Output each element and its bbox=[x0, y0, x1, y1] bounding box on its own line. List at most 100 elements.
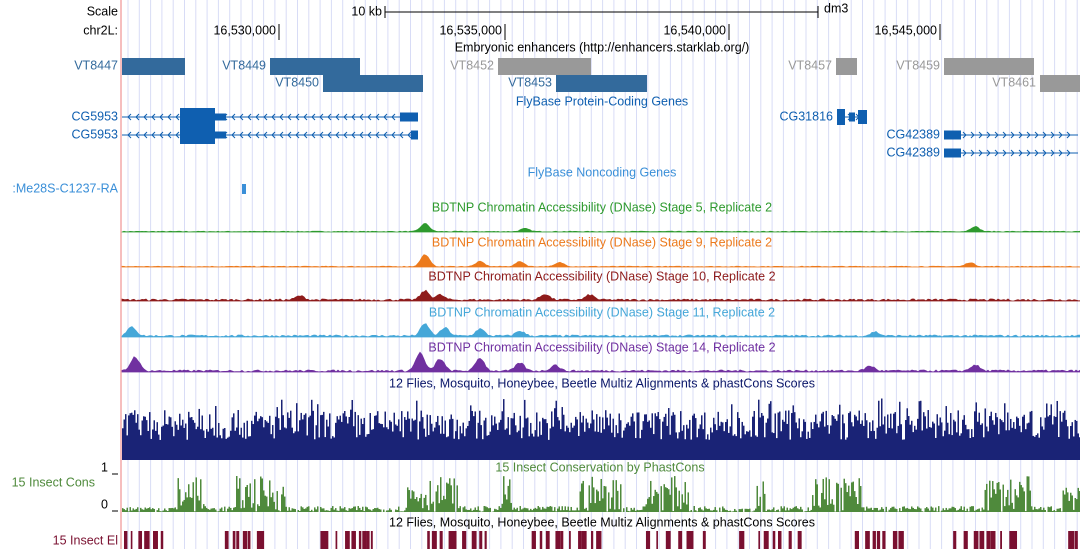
conservation-bar bbox=[518, 430, 520, 460]
phastcons-bar bbox=[678, 490, 680, 512]
conservation-bar bbox=[452, 418, 454, 460]
conservation-bar bbox=[332, 436, 334, 460]
conservation-bar bbox=[573, 425, 575, 460]
phastcons-bar bbox=[447, 483, 449, 512]
element bbox=[665, 531, 671, 549]
phastcons-bar bbox=[833, 504, 835, 512]
phastcons-bar bbox=[399, 511, 401, 512]
strand-arrow bbox=[255, 131, 260, 139]
conservation-bar bbox=[758, 399, 760, 460]
phastcons-bar bbox=[1028, 476, 1030, 512]
conservation-bar bbox=[552, 426, 554, 460]
conservation-bar bbox=[905, 420, 907, 460]
strand-arrow bbox=[1002, 149, 1007, 157]
conservation-bar bbox=[414, 419, 416, 460]
phastcons-bar bbox=[362, 506, 364, 512]
conservation-bar bbox=[875, 438, 877, 460]
position-label: 16,545,000 bbox=[874, 23, 937, 37]
phastcons-bar bbox=[633, 507, 635, 512]
phastcons-bar bbox=[785, 510, 787, 512]
conservation-bar bbox=[440, 433, 442, 460]
conservation-bar bbox=[774, 413, 776, 460]
phastcons-bar bbox=[603, 485, 605, 512]
element bbox=[362, 531, 367, 549]
phastcons-bar bbox=[801, 509, 803, 512]
phastcons-bar bbox=[219, 508, 221, 512]
conservation-bar bbox=[213, 435, 215, 460]
conservation-bar bbox=[684, 439, 686, 460]
conservation-bar bbox=[428, 435, 430, 460]
phastcons-bar bbox=[945, 507, 947, 512]
phastcons-bar bbox=[1011, 502, 1013, 512]
conservation-bar bbox=[618, 413, 620, 460]
phastcons-bar bbox=[165, 510, 167, 512]
element bbox=[224, 531, 229, 549]
phastcons-bar bbox=[614, 509, 616, 512]
conservation-bar bbox=[893, 413, 895, 460]
phastcons-bar bbox=[324, 510, 326, 512]
conservation-bar bbox=[1037, 433, 1039, 460]
phastcons-bar bbox=[701, 509, 703, 512]
strand-arrow bbox=[1018, 149, 1023, 157]
strand-arrow bbox=[399, 131, 404, 139]
conservation-bar bbox=[1053, 416, 1055, 460]
conservation-bar bbox=[834, 418, 836, 460]
conservation-bar bbox=[645, 414, 647, 460]
phastcons-bar bbox=[851, 482, 853, 512]
phastcons-bar bbox=[987, 510, 989, 512]
element bbox=[138, 531, 143, 549]
phastcons-bar bbox=[779, 511, 781, 512]
conservation-bar bbox=[578, 435, 580, 460]
phastcons-bar bbox=[126, 507, 128, 512]
phastcons-bar bbox=[233, 507, 235, 512]
conservation-bar bbox=[842, 414, 844, 460]
conservation-bar bbox=[914, 425, 916, 460]
phastcons-bar bbox=[311, 509, 313, 512]
phastcons-bar bbox=[456, 485, 458, 512]
phastcons-bar bbox=[1032, 509, 1034, 512]
phastcons-bar bbox=[398, 506, 400, 512]
conservation-bar bbox=[132, 414, 134, 460]
phastcons-bar bbox=[630, 507, 632, 512]
phastcons-bar bbox=[903, 506, 905, 512]
element bbox=[256, 531, 261, 549]
conservation-bar bbox=[180, 425, 182, 460]
phastcons-bar bbox=[719, 507, 721, 512]
conservation-bar bbox=[797, 428, 799, 460]
phastcons-bar bbox=[671, 477, 673, 512]
conservation-bar bbox=[926, 428, 928, 460]
phastcons-bar bbox=[957, 509, 959, 512]
strand-arrow bbox=[127, 131, 132, 139]
conservation-bar bbox=[798, 418, 800, 460]
conservation-bar bbox=[599, 416, 601, 460]
conservation-bar bbox=[567, 427, 569, 460]
phastcons-bar bbox=[188, 484, 190, 512]
phastcons-bar bbox=[734, 508, 736, 512]
element bbox=[898, 531, 904, 549]
phastcons-bar bbox=[1035, 509, 1037, 512]
phastcons-bar bbox=[896, 508, 898, 512]
phastcons-bar bbox=[983, 509, 985, 512]
conservation-bar bbox=[353, 426, 355, 460]
phastcons-bar bbox=[843, 478, 845, 512]
conservation-bar bbox=[533, 436, 535, 460]
conservation-bar bbox=[638, 412, 640, 460]
conservation-bar bbox=[890, 413, 892, 460]
phastcons-bar bbox=[254, 479, 256, 512]
conservation-bar bbox=[707, 434, 709, 460]
strand-arrow bbox=[1066, 131, 1071, 139]
element bbox=[669, 531, 671, 549]
enhancer-label: VT8450 bbox=[275, 75, 319, 89]
phastcons-bar bbox=[738, 509, 740, 512]
phastcons-bar bbox=[195, 477, 197, 512]
phastcons-bar bbox=[474, 507, 476, 512]
phastcons-bar bbox=[1026, 476, 1028, 512]
phastcons-bar bbox=[572, 510, 574, 512]
conservation-bar bbox=[722, 422, 724, 460]
phastcons-bar bbox=[821, 492, 823, 512]
conservation-bar bbox=[1055, 416, 1057, 460]
strand-arrow bbox=[1026, 131, 1031, 139]
conservation-bar bbox=[965, 424, 967, 460]
phastcons-bar bbox=[1013, 508, 1015, 512]
conservation-bar bbox=[317, 404, 319, 460]
